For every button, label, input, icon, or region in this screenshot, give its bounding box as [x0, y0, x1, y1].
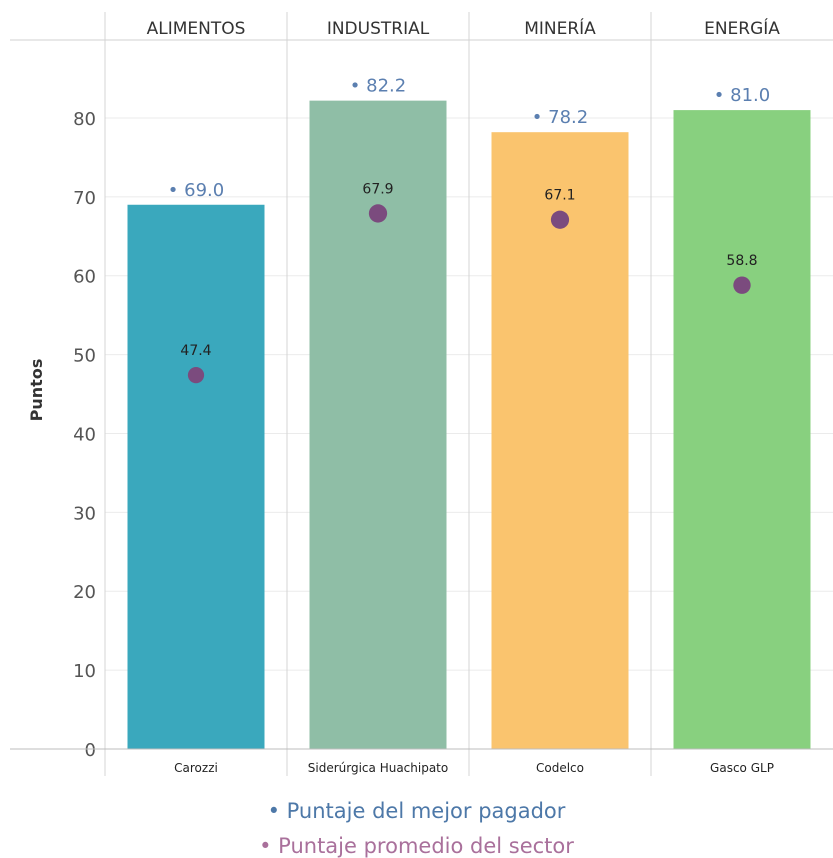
- best-value-label: • 69.0: [168, 180, 224, 201]
- bar: [127, 204, 265, 749]
- bar-chart: 0 10 20 30 40 50 60 70 80 Puntos ALIMENTOS • 69.0 47…: [10, 12, 833, 776]
- y-tick-label: 20: [73, 582, 96, 603]
- best-value-label: • 78.2: [532, 107, 588, 128]
- best-value-label: • 81.0: [714, 85, 770, 106]
- category-header: INDUSTRIAL: [327, 19, 430, 39]
- average-value-label: 67.9: [362, 181, 393, 197]
- average-value-label: 67.1: [544, 188, 575, 204]
- company-label: Codelco: [536, 761, 584, 775]
- y-tick-label: 50: [73, 346, 96, 367]
- y-tick-label: 60: [73, 267, 96, 288]
- best-value-label: • 82.2: [350, 76, 406, 97]
- category-header: MINERÍA: [524, 17, 596, 39]
- bar: [491, 132, 629, 749]
- y-tick-label: 0: [85, 740, 96, 761]
- average-point: [187, 367, 205, 384]
- company-label: Carozzi: [174, 761, 218, 775]
- average-point: [733, 276, 751, 294]
- bar: [309, 100, 447, 749]
- y-tick-label: 30: [73, 503, 96, 524]
- category-header: ENERGÍA: [704, 17, 780, 39]
- legend-sector-average: • Puntaje promedio del sector: [259, 834, 574, 858]
- bar: [673, 110, 811, 749]
- y-axis-label: Puntos: [27, 359, 46, 422]
- company-label: Gasco GLP: [710, 761, 774, 775]
- company-label: Siderúrgica Huachipato: [308, 761, 448, 775]
- y-tick-label: 40: [73, 424, 96, 445]
- category-header: ALIMENTOS: [147, 19, 246, 39]
- legend-best-payer: • Puntaje del mejor pagador: [267, 799, 566, 823]
- y-tick-label: 80: [73, 109, 96, 130]
- y-tick-label: 10: [73, 661, 96, 682]
- y-tick-label: 70: [73, 188, 96, 209]
- average-value-label: 47.4: [180, 343, 211, 359]
- average-value-label: 58.8: [726, 253, 757, 269]
- average-point: [368, 204, 388, 223]
- average-point: [550, 210, 570, 229]
